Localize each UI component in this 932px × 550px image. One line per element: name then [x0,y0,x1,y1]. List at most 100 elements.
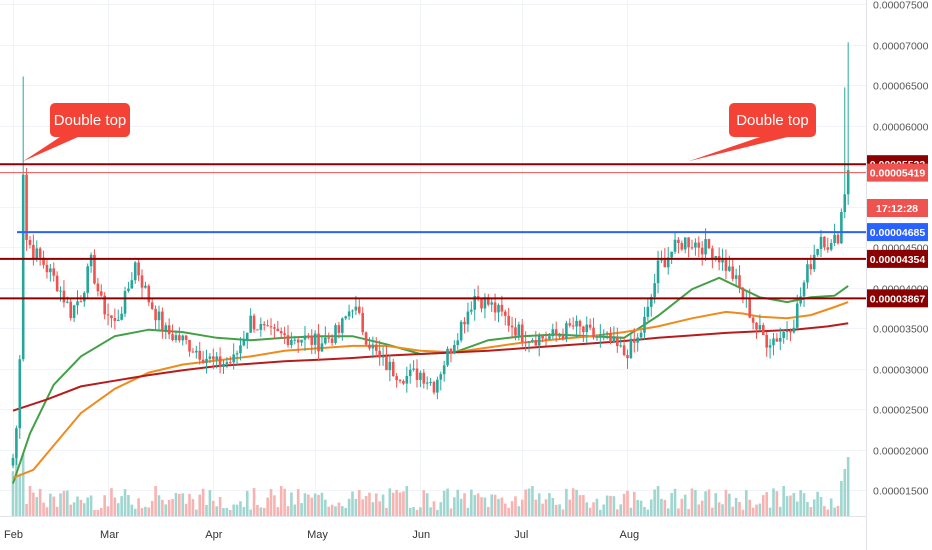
volume-bar [357,489,361,516]
callout-right[interactable]: Double top [688,103,816,162]
volume-bar [619,504,623,516]
volume-bar [446,488,449,516]
candle-body [453,344,456,353]
volume-bar [561,509,565,516]
y-tick-label: 0.00006500 [873,81,929,93]
callout-left[interactable]: Double top [23,103,130,162]
volume-bar [595,498,599,516]
candle-body [541,336,544,339]
volume-bar [442,490,446,516]
level-mid-tag [867,249,928,268]
volume-bar [656,486,660,516]
candle-body [161,311,164,331]
volume-bar [150,500,154,516]
volume-bar [694,490,697,516]
candle-body [252,315,256,330]
candle-body [487,297,490,305]
candle-body [497,304,500,313]
candle-body [534,339,538,346]
candle-body [639,332,643,338]
volume-bar [826,509,830,516]
candle-body [408,369,412,377]
volume-bar [42,502,45,516]
volume-bar [568,499,572,516]
volume-bar [259,507,263,516]
y-tick-label: 0.00003500 [873,324,929,336]
volume-bar [89,495,93,516]
volume-bar [344,507,348,516]
candle-body [595,336,599,338]
volume-bar [425,493,429,516]
ma-red [12,322,849,412]
candle-body [228,362,232,364]
candle-body [283,333,286,336]
volume-bar [700,500,704,516]
candle-body [768,345,772,348]
level-blue-tag-text: 0.00004685 [870,227,926,239]
volume-bar [242,507,246,516]
candle-body [480,299,483,309]
candle-body [205,358,208,363]
candle-body [599,334,602,337]
volume-bar [388,488,392,516]
volume-bar [806,501,809,516]
candle-body [45,264,49,273]
candle-body [341,318,344,333]
candle-body [846,170,850,195]
countdown-text: 17:12:28 [876,203,918,215]
annotations: Double top Double top [23,103,816,162]
candle-body [419,372,422,380]
candle-body [279,331,283,334]
candle-body [89,254,93,267]
candle-body [619,345,623,347]
volume-bar [602,504,606,516]
candle-body [707,239,711,249]
volume-bar [612,496,616,516]
volume-bar [660,498,663,516]
volume-bar [184,503,188,516]
volume-bar [45,507,49,516]
volume-bar [714,493,718,516]
candle-body [106,314,110,316]
volume-bar [368,492,371,516]
volume-bar [317,494,320,516]
candle-body [137,262,140,276]
volume-bar [66,490,69,516]
volume-bar [82,503,86,516]
volume-bar [144,506,147,516]
candle-body [347,311,351,317]
time-axis[interactable]: Feb Mar Apr May Jun Jul Aug [4,529,639,541]
candle-body [140,275,144,288]
candle-body [198,350,202,360]
callout-text: Double top [736,112,809,129]
candle-body [714,256,718,260]
candle-body [402,380,405,384]
volume-bar [252,488,256,516]
candle-body [537,336,541,346]
candle-body [653,283,656,297]
volume-bar [819,497,823,516]
y-tick-label: 0.00007500 [873,0,929,12]
volume-bar [605,495,609,516]
volume-bar [239,501,242,516]
candle-body [789,331,792,333]
candle-body [649,296,653,307]
volume-bar [154,486,157,516]
volume-bar [846,457,850,516]
volume-bar [745,490,748,516]
candle-body [164,325,168,331]
candle-body [337,325,341,333]
volume-bar [626,490,629,516]
volume-bar [449,508,453,516]
candle-body [809,264,813,270]
candle-body [239,345,242,354]
volume-bar [201,488,205,516]
volume-bars [11,454,850,516]
volume-bar [198,494,202,516]
candle-body [592,327,595,338]
candle-body [249,315,252,333]
candle-body [605,332,609,334]
volume-bar [432,501,436,516]
volume-bar [510,501,514,516]
